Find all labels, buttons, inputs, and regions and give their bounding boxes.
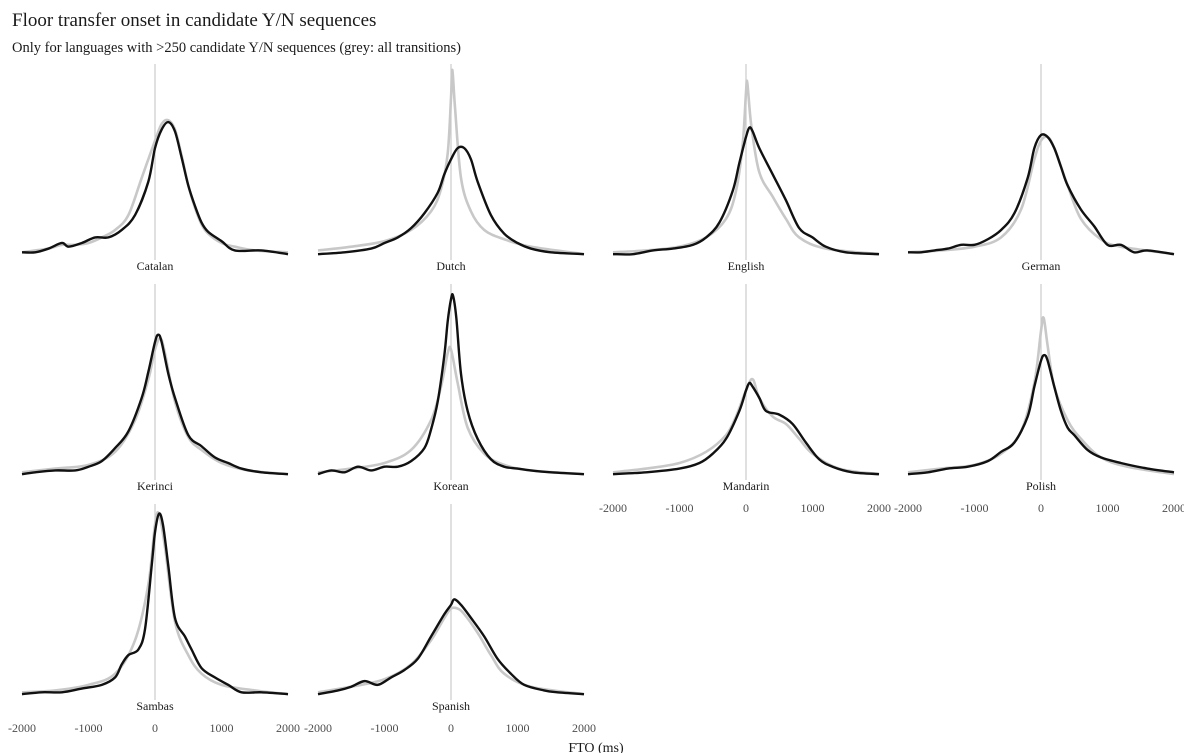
facet-label-english: English [728, 259, 765, 273]
series-all-transitions-korean [317, 345, 585, 476]
x-tick-label: 2000 [867, 501, 891, 515]
chart-title: Floor transfer onset in candidate Y/N se… [12, 10, 377, 31]
panel-korean: Korean [317, 284, 585, 493]
series-all-transitions-german [907, 135, 1175, 256]
x-tick-label: -1000 [666, 501, 694, 515]
panel-mandarin: Mandarin -2000 -1000 0 1000 2000 [599, 284, 891, 515]
x-tick-label: -1000 [961, 501, 989, 515]
x-tick-label: -1000 [371, 721, 399, 735]
x-tick-label: 2000 [276, 721, 300, 735]
series-all-transitions-catalan [21, 118, 289, 254]
series-yn-kerinci [21, 333, 289, 476]
facet-label-kerinci: Kerinci [137, 479, 174, 493]
series-yn-mandarin [612, 381, 880, 476]
series-all-transitions-spanish [317, 606, 585, 696]
series-yn-sambas [21, 512, 289, 696]
facet-label-sambas: Sambas [136, 699, 174, 713]
series-all-transitions-english [612, 79, 880, 256]
facet-label-dutch: Dutch [436, 259, 465, 273]
x-tick-label: 0 [1038, 501, 1044, 515]
facet-panels: Catalan Dutch English German Kerinci Korean Ma… [8, 64, 1184, 735]
panel-spanish: Spanish -2000 -1000 0 1000 2000 [304, 504, 596, 735]
x-tick-label: 1000 [801, 501, 825, 515]
panel-german: German [907, 64, 1175, 273]
x-tick-label: -2000 [8, 721, 36, 735]
series-yn-english [612, 126, 880, 256]
series-yn-dutch [317, 145, 585, 256]
series-yn-korean [317, 293, 585, 476]
panel-english: English [612, 64, 880, 273]
x-tick-label: -2000 [599, 501, 627, 515]
facet-label-polish: Polish [1026, 479, 1056, 493]
facet-label-german: German [1022, 259, 1061, 273]
panel-kerinci: Kerinci [21, 284, 289, 493]
panel-polish: Polish -2000 -1000 0 1000 2000 [894, 284, 1184, 515]
x-tick-label: -2000 [304, 721, 332, 735]
x-tick-label: -2000 [894, 501, 922, 515]
x-tick-label: 1000 [1096, 501, 1120, 515]
x-tick-label: -1000 [75, 721, 103, 735]
facet-label-mandarin: Mandarin [723, 479, 770, 493]
facet-label-catalan: Catalan [137, 259, 174, 273]
panel-dutch: Dutch [317, 64, 585, 273]
facet-label-korean: Korean [433, 479, 468, 493]
series-yn-spanish [317, 598, 585, 696]
x-tick-label: 0 [743, 501, 749, 515]
x-axis-label: FTO (ms) [568, 741, 624, 753]
x-tick-label: 2000 [1162, 501, 1184, 515]
x-tick-label: 0 [152, 721, 158, 735]
x-tick-label: 1000 [210, 721, 234, 735]
chart-subtitle: Only for languages with >250 candidate Y… [12, 40, 461, 56]
panel-catalan: Catalan [21, 64, 289, 273]
x-tick-label: 1000 [506, 721, 530, 735]
panel-sambas: Sambas -2000 -1000 0 1000 2000 [8, 504, 300, 735]
x-tick-label: 0 [448, 721, 454, 735]
series-all-transitions-mandarin [612, 377, 880, 476]
x-tick-label: 2000 [572, 721, 596, 735]
facet-label-spanish: Spanish [432, 699, 470, 713]
series-yn-polish [907, 353, 1175, 476]
series-yn-catalan [21, 120, 289, 256]
series-yn-german [907, 133, 1175, 256]
